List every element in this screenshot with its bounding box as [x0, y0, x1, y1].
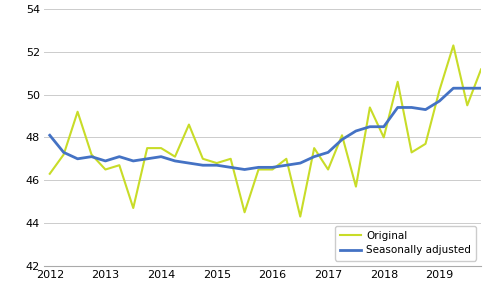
Original [367, 106, 373, 109]
Line: Original: Original [50, 39, 491, 217]
Original [103, 168, 109, 171]
Seasonally adjusted [283, 163, 289, 167]
Original [228, 157, 234, 161]
Seasonally adjusted [75, 157, 81, 161]
Original [47, 172, 53, 175]
Original [436, 88, 442, 92]
Original [298, 215, 303, 218]
Seasonally adjusted [103, 159, 109, 163]
Original [339, 133, 345, 137]
Original [450, 43, 456, 47]
Seasonally adjusted [88, 155, 94, 159]
Seasonally adjusted [367, 125, 373, 129]
Original [172, 155, 178, 159]
Seasonally adjusted [423, 108, 429, 111]
Seasonally adjusted [478, 86, 484, 90]
Original [186, 123, 192, 126]
Original [283, 157, 289, 161]
Legend: Original, Seasonally adjusted: Original, Seasonally adjusted [335, 226, 476, 261]
Seasonally adjusted [255, 165, 261, 169]
Seasonally adjusted [325, 151, 331, 154]
Original [381, 136, 387, 139]
Seasonally adjusted [311, 155, 317, 159]
Seasonally adjusted [47, 133, 53, 137]
Original [158, 146, 164, 150]
Original [88, 153, 94, 156]
Seasonally adjusted [242, 168, 247, 171]
Seasonally adjusted [172, 159, 178, 163]
Seasonally adjusted [144, 157, 150, 161]
Original [144, 146, 150, 150]
Seasonally adjusted [409, 106, 414, 109]
Original [116, 163, 122, 167]
Seasonally adjusted [200, 163, 206, 167]
Seasonally adjusted [298, 161, 303, 165]
Original [395, 80, 401, 84]
Original [242, 210, 247, 214]
Original [130, 206, 136, 210]
Seasonally adjusted [339, 138, 345, 141]
Original [464, 104, 470, 107]
Original [478, 67, 484, 71]
Original [423, 142, 429, 146]
Seasonally adjusted [214, 163, 219, 167]
Seasonally adjusted [436, 99, 442, 103]
Seasonally adjusted [464, 86, 470, 90]
Seasonally adjusted [61, 151, 67, 154]
Original [200, 157, 206, 161]
Seasonally adjusted [130, 159, 136, 163]
Line: Seasonally adjusted: Seasonally adjusted [50, 63, 491, 169]
Original [214, 161, 219, 165]
Original [61, 153, 67, 156]
Seasonally adjusted [270, 165, 275, 169]
Original [75, 110, 81, 114]
Seasonally adjusted [395, 106, 401, 109]
Seasonally adjusted [228, 165, 234, 169]
Original [409, 151, 414, 154]
Seasonally adjusted [158, 155, 164, 159]
Seasonally adjusted [353, 129, 359, 133]
Original [270, 168, 275, 171]
Seasonally adjusted [186, 161, 192, 165]
Original [311, 146, 317, 150]
Seasonally adjusted [116, 155, 122, 159]
Original [353, 185, 359, 188]
Original [255, 168, 261, 171]
Seasonally adjusted [381, 125, 387, 129]
Seasonally adjusted [450, 86, 456, 90]
Original [325, 168, 331, 171]
